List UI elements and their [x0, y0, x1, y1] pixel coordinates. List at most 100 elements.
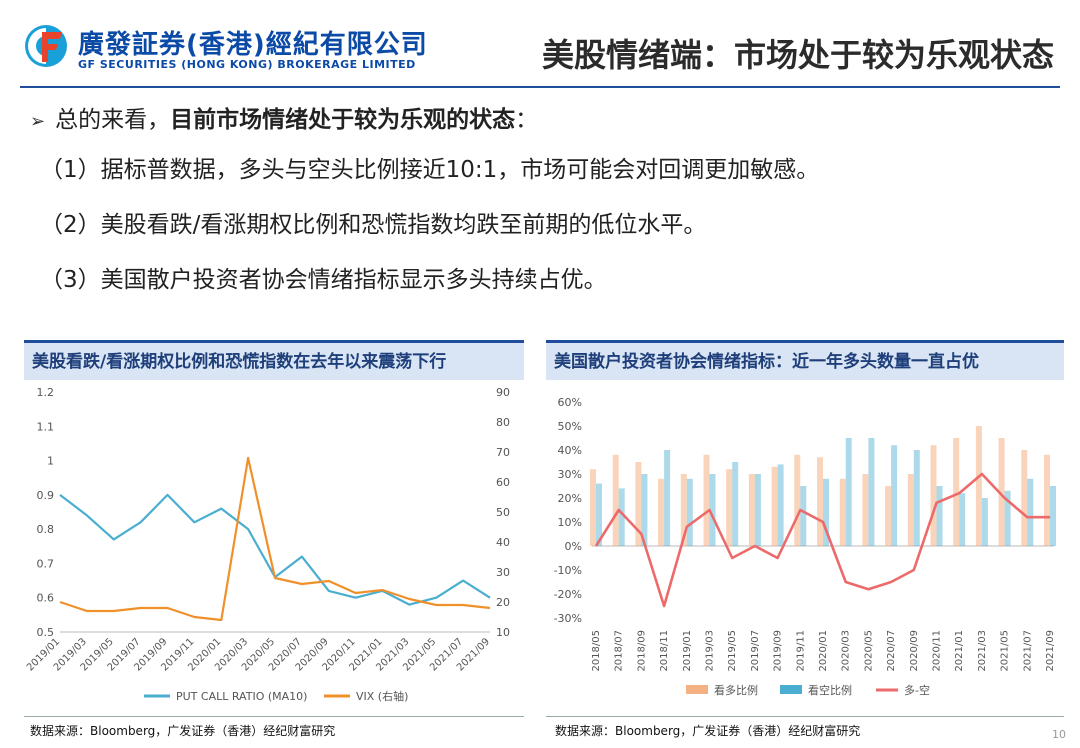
- header-divider: [20, 86, 1060, 88]
- legend-swatch-1: [686, 685, 708, 694]
- arrow-bullet-icon: ➢: [30, 111, 46, 132]
- bearish-bar: [1050, 486, 1056, 546]
- aaii-sentiment-chart: -30% -20% -10% 0% 10% 20% 30% 40% 50% 60% 2018/05 2…: [554, 396, 1056, 697]
- bearish-bar: [596, 483, 602, 546]
- bullish-bar: [726, 469, 733, 546]
- bullish-bar: [703, 454, 710, 546]
- y-tick-label: 0%: [565, 540, 582, 553]
- brand-name-cn: 廣發証券(香港)經紀有限公司: [78, 30, 428, 60]
- bearish-bar: [800, 486, 807, 546]
- right-y-tick-label: 40: [496, 536, 510, 549]
- bullish-bar: [862, 474, 869, 546]
- summary-lead: 总的来看，: [55, 107, 171, 133]
- x-tick-label: 2021/09: [1045, 630, 1056, 672]
- x-tick-label: 2019/05: [727, 630, 738, 672]
- y-tick-label: 60%: [558, 396, 582, 409]
- bearish-bar: [618, 488, 625, 546]
- bullish-bar: [794, 454, 801, 546]
- summary-tail: ：: [515, 107, 539, 133]
- bullish-bar: [998, 438, 1005, 546]
- left-y-tick-label: 1.1: [37, 420, 55, 433]
- bullish-bar: [1021, 450, 1028, 546]
- series-line-1: [59, 493, 491, 606]
- x-tick-label: 2021/05: [1000, 630, 1011, 672]
- bearish-bar: [845, 438, 852, 546]
- right-chart-title: 美国散户投资者协会情绪指标：近一年多头数量一直占优: [546, 340, 1064, 380]
- left-y-tick-label: 1: [47, 455, 54, 468]
- x-tick-label: 2020/11: [932, 630, 943, 672]
- bullish-bar: [748, 474, 755, 546]
- summary-point-2: （2）美股看跌/看涨期权比例和恐慌指数均跌至前期的低位水平。: [40, 212, 707, 238]
- summary-bold: 目前市场情绪处于较为乐观的状态: [170, 107, 516, 133]
- bearish-bar: [732, 462, 739, 546]
- y-tick-label: 40%: [558, 444, 582, 457]
- legend-label-2: 看空比例: [808, 683, 852, 697]
- x-tick-label: 2021/07: [1022, 630, 1033, 672]
- bearish-bar: [891, 445, 898, 546]
- bearish-bar: [709, 474, 716, 546]
- bullish-bar: [885, 486, 892, 546]
- bullish-bar: [590, 469, 596, 546]
- gf-logo-icon: [25, 25, 67, 67]
- legend-label-2: VIX (右轴): [356, 689, 408, 703]
- left-y-tick-label: 0.6: [37, 592, 55, 605]
- left-y-tick-label: 0.7: [37, 557, 55, 570]
- brand-name-en: GF SECURITIES (HONG KONG) BROKERAGE LIMI…: [78, 58, 416, 71]
- right-y-tick-label: 70: [496, 446, 510, 459]
- left-y-tick-label: 0.5: [37, 626, 55, 639]
- bearish-bar: [1027, 478, 1034, 546]
- bearish-bar: [686, 478, 693, 546]
- y-tick-label: 20%: [558, 492, 582, 505]
- y-tick-label: -30%: [554, 612, 582, 625]
- right-y-tick-label: 60: [496, 476, 510, 489]
- y-tick-label: 50%: [558, 420, 582, 433]
- x-tick-label: 2020/03: [841, 630, 852, 672]
- right-source-divider: [546, 716, 1064, 717]
- bearish-bar: [1004, 490, 1011, 546]
- bearish-bar: [959, 493, 966, 546]
- left-y-tick-label: 1.2: [37, 386, 55, 399]
- bullish-bar: [680, 474, 687, 546]
- bearish-bar: [641, 474, 648, 546]
- right-source-note: 数据来源：Bloomberg，广发证券（香港）经纪财富研究: [555, 724, 861, 738]
- legend-swatch-2: [780, 685, 802, 694]
- y-tick-label: -10%: [554, 564, 582, 577]
- left-y-tick-label: 0.8: [37, 523, 55, 536]
- x-tick-label: 2019/07: [750, 630, 761, 672]
- y-tick-label: -20%: [554, 588, 582, 601]
- bull-bear-spread-line: [594, 472, 1050, 608]
- page-number: 10: [1052, 728, 1066, 741]
- bullish-bar: [771, 466, 778, 546]
- bullish-bar: [635, 462, 642, 546]
- y-tick-label: 30%: [558, 468, 582, 481]
- bearish-bar: [936, 486, 943, 546]
- bullish-bar: [612, 454, 619, 546]
- right-y-tick-label: 50: [496, 506, 510, 519]
- bearish-bar: [981, 498, 988, 546]
- bearish-bar: [823, 478, 829, 546]
- legend-label-1: PUT CALL RATIO (MA10): [176, 690, 307, 703]
- x-tick-label: 2020/05: [863, 630, 874, 672]
- left-chart-title: 美股看跌/看涨期权比例和恐慌指数在去年以来震荡下行: [24, 340, 524, 380]
- x-tick-label: 2019/09: [773, 630, 784, 672]
- legend-label-1: 看多比例: [714, 683, 758, 697]
- bullish-bar: [1044, 454, 1050, 546]
- left-y-tick-label: 0.9: [37, 489, 55, 502]
- x-tick-label: 2019/01: [682, 630, 693, 672]
- x-tick-label: 2020/09: [909, 630, 920, 672]
- bearish-bar: [664, 450, 671, 546]
- series-line-2: [59, 456, 491, 622]
- x-tick-label: 2020/07: [886, 630, 897, 672]
- bullish-bar: [658, 478, 665, 546]
- right-y-tick-label: 80: [496, 416, 510, 429]
- summary-point-1: （1）据标普数据，多头与空头比例接近10:1，市场可能会对回调更加敏感。: [40, 157, 820, 183]
- x-tick-label: 2018/11: [659, 630, 670, 672]
- x-tick-label: 2019/11: [795, 630, 806, 672]
- right-y-tick-label: 20: [496, 596, 510, 609]
- page-title: 美股情绪端：市场处于较为乐观状态: [541, 36, 1054, 74]
- left-source-note: 数据来源：Bloomberg，广发证券（香港）经纪财富研究: [30, 724, 336, 738]
- bearish-bar: [777, 464, 784, 546]
- x-tick-label: 2021/01: [954, 630, 965, 672]
- bullish-bar: [953, 438, 960, 546]
- bullish-bar: [930, 445, 937, 546]
